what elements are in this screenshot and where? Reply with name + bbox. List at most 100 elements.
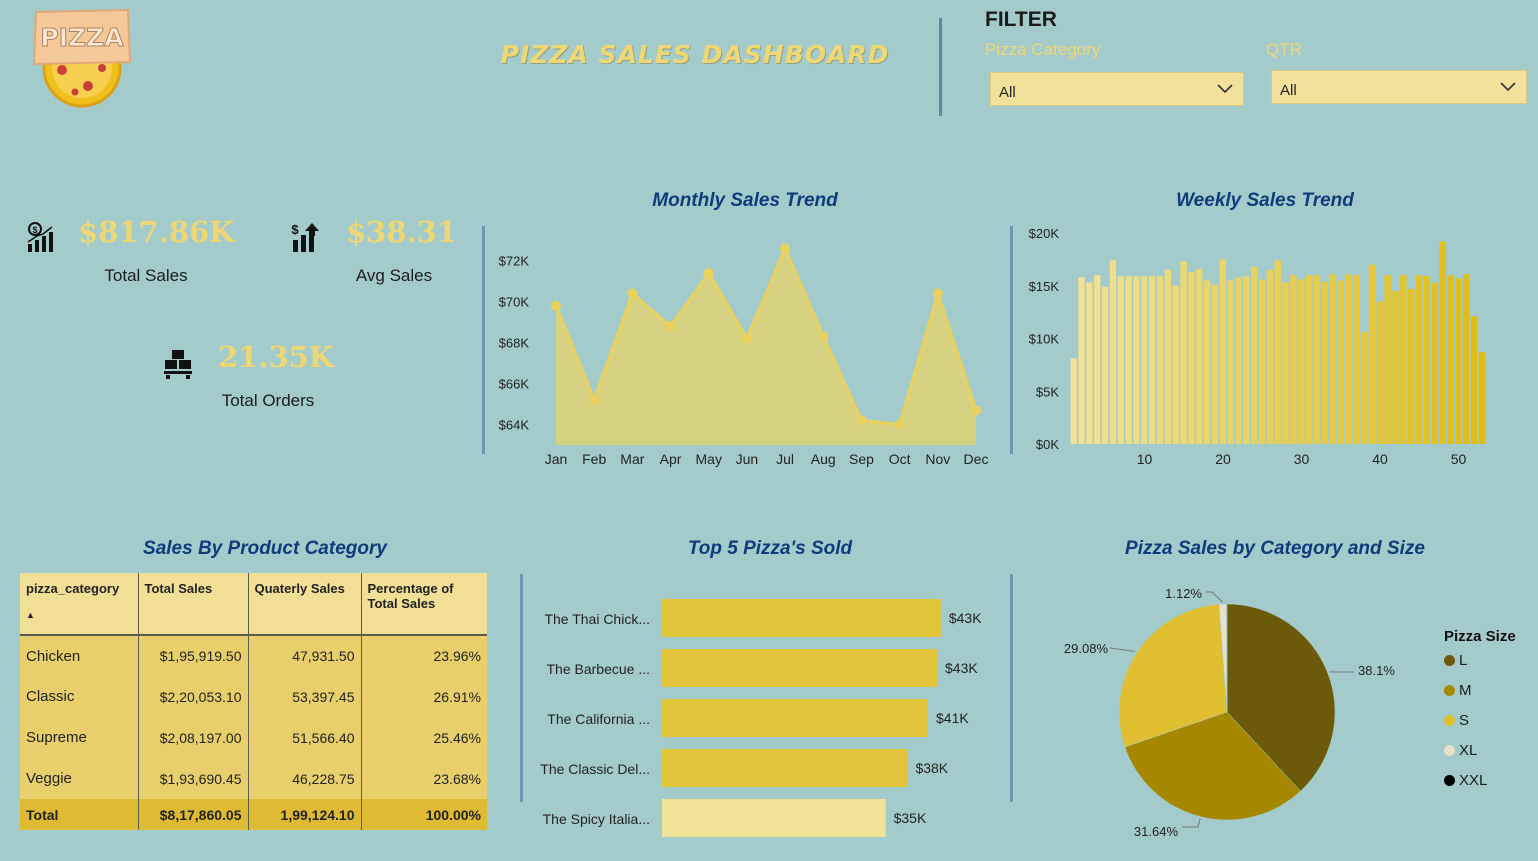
x-tick-label: Dec: [964, 451, 989, 467]
data-point: [971, 405, 981, 416]
weekly-bar: [1203, 280, 1211, 444]
data-point: [589, 394, 600, 405]
dashboard-title: PIZZA SALES DASHBOARD: [500, 40, 890, 69]
column-header-percentage[interactable]: Percentage of Total Sales: [361, 573, 487, 636]
category-sales-table: pizza_category ▲ Total Sales Quaterly Sal…: [20, 573, 487, 830]
data-point: [932, 288, 943, 299]
weekly-bar: [1329, 274, 1336, 444]
table-row: Veggie $1,93,690.45 46,228.75 23.68%: [20, 758, 487, 799]
legend-label: XXL: [1459, 772, 1488, 789]
table-cell: Veggie: [20, 758, 139, 799]
weekly-bar: [1392, 291, 1399, 444]
total-sales-value: $817.86K: [78, 215, 235, 249]
table-cell: Classic: [20, 676, 139, 717]
table-cell: 1,99,124.10: [248, 799, 362, 830]
pie-divider: [1010, 574, 1013, 802]
weekly-bar: [1360, 332, 1368, 444]
legend-item[interactable]: XXL: [1444, 772, 1516, 802]
chevron-down-icon: [1217, 84, 1233, 94]
y-tick-label: $68K: [499, 336, 530, 351]
column-header-category[interactable]: pizza_category ▲: [20, 573, 139, 636]
top5-chart-title: Top 5 Pizza's Sold: [687, 538, 853, 559]
weekly-bar: [1141, 276, 1148, 444]
bar-value-label: $41K: [936, 710, 969, 726]
legend-label: S: [1459, 712, 1470, 729]
weekly-bar: [1345, 274, 1352, 444]
weekly-sales-chart: $0K $5K $10K $15K $20K 10 20 30 40 50: [1029, 226, 1485, 467]
table-cell: Supreme: [20, 717, 139, 758]
pie-legend: Pizza Size L M S XL XXL: [1444, 628, 1516, 802]
bar-category-label: The Barbecue ...: [546, 661, 650, 677]
x-tick-label: Jul: [776, 451, 794, 467]
table-cell: 100.00%: [361, 799, 487, 830]
x-tick-label: Nov: [925, 451, 950, 467]
top5-bar: [662, 699, 929, 737]
top5-bar: [662, 599, 941, 637]
top5-bar: [662, 749, 908, 787]
weekly-bar: [1227, 280, 1234, 444]
table-cell: $2,20,053.10: [138, 676, 249, 717]
weekly-bar: [1235, 277, 1242, 444]
leader-line: [1182, 818, 1201, 828]
weekly-bar: [1133, 276, 1140, 444]
qtr-label: QTR: [1266, 40, 1302, 59]
weekly-bar: [1219, 259, 1226, 444]
data-point: [780, 243, 791, 254]
legend-item[interactable]: M: [1444, 682, 1516, 712]
legend-swatch: [1444, 685, 1455, 696]
weekly-bar: [1156, 276, 1164, 444]
filter-heading: FILTER: [985, 8, 1057, 31]
top5-bar: [662, 649, 938, 687]
weekly-bar: [1439, 241, 1446, 444]
pie-slice: [1124, 711, 1301, 821]
bar-category-label: The Classic Del...: [540, 761, 650, 777]
area-fill: [556, 248, 976, 445]
pizza-category-dropdown[interactable]: All: [990, 72, 1244, 106]
monthly-sales-chart: $64K $66K $68K $70K $72K Jan Feb Mar Apr May Jun Ju…: [499, 243, 989, 467]
weekly-bar: [1117, 276, 1124, 444]
y-tick-label: $15K: [1029, 279, 1060, 294]
bar-category-label: The California ...: [547, 711, 650, 727]
legend-item[interactable]: L: [1444, 652, 1516, 682]
table-header-row: pizza_category ▲ Total Sales Quaterly Sal…: [20, 573, 487, 636]
table-row: Chicken $1,95,919.50 47,931.50 23.96%: [20, 635, 487, 676]
x-tick-label: 20: [1215, 451, 1231, 467]
legend-item[interactable]: XL: [1444, 742, 1516, 772]
table-cell: 25.46%: [361, 717, 487, 758]
table-cell: 51,566.40: [248, 717, 362, 758]
monthly-divider: [482, 226, 485, 454]
table-cell: 26.91%: [361, 676, 487, 717]
data-point: [703, 268, 714, 278]
qtr-dropdown[interactable]: All: [1271, 70, 1527, 104]
weekly-bar: [1313, 275, 1321, 444]
table-cell: Total: [20, 799, 139, 830]
sort-ascending-icon[interactable]: ▲: [26, 610, 35, 620]
table-cell: Chicken: [20, 635, 139, 676]
pie-slice: [1226, 603, 1336, 792]
weekly-bar: [1384, 275, 1391, 444]
column-header-total-sales[interactable]: Total Sales: [138, 573, 249, 636]
table-cell: 23.96%: [361, 635, 487, 676]
weekly-bar: [1423, 276, 1431, 444]
data-point: [741, 333, 752, 344]
weekly-bar: [1337, 280, 1344, 444]
column-header-quarterly-sales[interactable]: Quaterly Sales: [248, 573, 362, 636]
category-table-title: Sales By Product Category: [143, 538, 387, 559]
pizza-logo: PIZZA: [30, 6, 134, 110]
weekly-bar: [1447, 275, 1454, 444]
logo-text: PIZZA: [40, 23, 124, 52]
weekly-bar: [1266, 269, 1274, 444]
weekly-bar: [1400, 275, 1407, 444]
table-cell: 23.68%: [361, 758, 487, 799]
bar-value-label: $35K: [894, 810, 927, 826]
legend-swatch: [1444, 775, 1455, 786]
x-tick-label: Oct: [889, 451, 911, 467]
y-tick-label: $10K: [1029, 332, 1060, 347]
weekly-bar: [1353, 275, 1360, 444]
bar-category-label: The Thai Chick...: [544, 611, 650, 627]
weekly-bar: [1148, 276, 1156, 444]
x-tick-label: Apr: [660, 451, 682, 467]
legend-item[interactable]: S: [1444, 712, 1516, 742]
weekly-bar: [1305, 275, 1313, 444]
weekly-bar: [1298, 279, 1305, 444]
